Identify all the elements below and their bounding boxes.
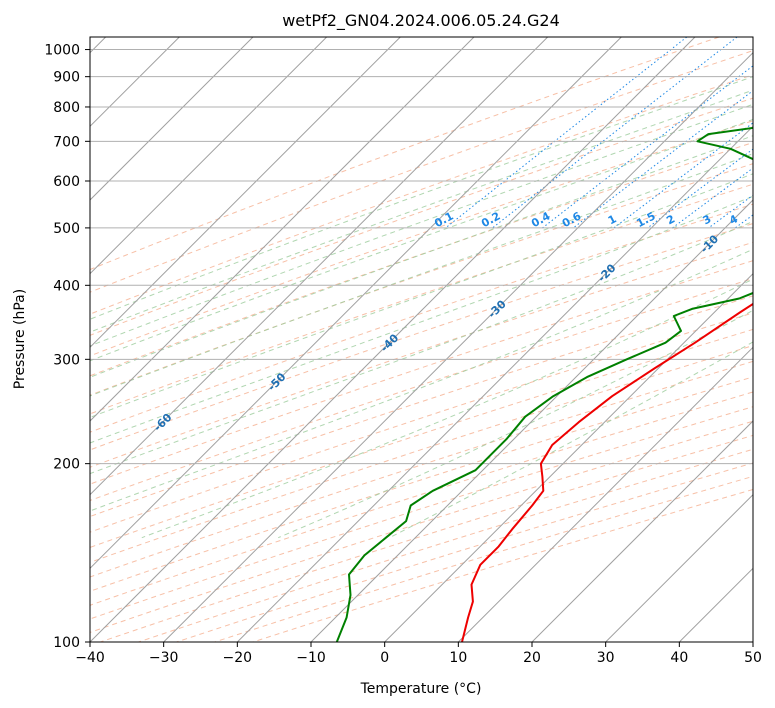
y-tick-label: 500 — [53, 221, 80, 237]
isotherm — [236, 125, 753, 642]
dry-adiabat — [90, 37, 720, 271]
isotherm — [310, 199, 753, 642]
x-tick-label: 30 — [597, 650, 615, 666]
y-tick-label: 600 — [53, 174, 80, 190]
isotherm — [90, 37, 328, 275]
isotherm — [90, 37, 475, 422]
dry-adiabat — [90, 260, 753, 485]
y-tick-label: 100 — [53, 635, 80, 651]
x-tick-label: 0 — [380, 650, 389, 666]
y-tick-label: 200 — [53, 457, 80, 473]
x-tick-label: −10 — [296, 650, 326, 666]
isotherm — [90, 37, 696, 642]
y-tick-label: 800 — [53, 100, 80, 116]
isotherm — [90, 37, 622, 570]
dry-adiabat — [90, 203, 753, 433]
dry-adiabat — [90, 141, 753, 377]
dry-adiabat — [90, 295, 753, 518]
plot-frame — [89, 36, 754, 643]
isotherm — [457, 346, 753, 642]
y-tick-label: 900 — [53, 70, 80, 86]
temperature-profile — [461, 302, 753, 642]
isotherm — [163, 51, 753, 642]
y-tick-label: 400 — [53, 278, 80, 294]
x-tick-label: −20 — [223, 650, 253, 666]
y-tick-label: 1000 — [44, 43, 80, 59]
isotherm — [90, 37, 401, 349]
pressure-grid — [90, 49, 753, 642]
x-tick-label: 10 — [449, 650, 467, 666]
dry-adiabat — [90, 74, 753, 315]
y-tick-label: 300 — [53, 352, 80, 368]
dry-adiabat — [90, 50, 753, 293]
dry-adiabat — [90, 163, 753, 396]
x-tick-label: 50 — [744, 650, 762, 666]
chart-title: wetPf2_GN04.2024.006.05.24.G24 — [282, 11, 560, 31]
y-tick-label: 700 — [53, 134, 80, 150]
profiles — [335, 126, 753, 642]
mixing-ratio-line — [542, 65, 753, 229]
y-axis-title: Pressure (hPa) — [12, 289, 28, 389]
dry-adiabat — [90, 391, 753, 606]
dry-adiabat — [90, 312, 753, 533]
dewpoint-profile — [335, 126, 753, 642]
isotherm — [384, 272, 753, 642]
dry-adiabat — [90, 241, 753, 468]
x-tick-label: 20 — [523, 650, 541, 666]
x-tick-label: −30 — [149, 650, 179, 666]
isotherm — [605, 493, 753, 642]
mixing-ratio-line — [672, 167, 753, 229]
mixing-ratio-line — [572, 90, 753, 229]
x-tick-label: −40 — [75, 650, 105, 666]
isotherm — [531, 420, 753, 642]
axes: −40 −30 −20 −10 0 10 20 30 40 50 1000 900 800 700 600 5… — [44, 43, 762, 666]
isotherm — [90, 37, 549, 496]
dry-adiabat — [90, 345, 753, 563]
isotherm — [90, 37, 254, 201]
x-tick-label: 40 — [670, 650, 688, 666]
x-axis-title: Temperature (°C) — [360, 681, 482, 697]
